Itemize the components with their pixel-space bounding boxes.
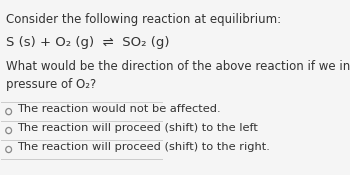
Text: The reaction will proceed (shift) to the left: The reaction will proceed (shift) to the… <box>18 123 258 133</box>
Text: Consider the following reaction at equilibrium:: Consider the following reaction at equil… <box>6 13 281 26</box>
Text: What would be the direction of the above reaction if we increase the partial: What would be the direction of the above… <box>6 60 350 73</box>
Text: The reaction will proceed (shift) to the right.: The reaction will proceed (shift) to the… <box>18 142 271 152</box>
Text: S (s) + O₂ (g)  ⇌  SO₂ (g): S (s) + O₂ (g) ⇌ SO₂ (g) <box>6 36 170 49</box>
Text: pressure of O₂?: pressure of O₂? <box>6 78 97 91</box>
Text: The reaction would not be affected.: The reaction would not be affected. <box>18 104 221 114</box>
